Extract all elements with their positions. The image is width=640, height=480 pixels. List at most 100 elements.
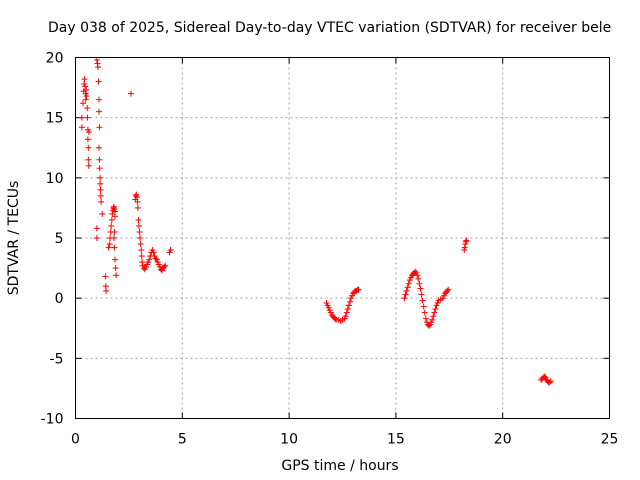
data-point	[541, 373, 548, 380]
y-tick-label: 20	[46, 51, 64, 67]
data-point	[135, 216, 142, 223]
data-point	[463, 237, 470, 244]
y-tick-label: 15	[46, 111, 64, 127]
data-point	[418, 291, 425, 298]
data-point	[84, 105, 91, 112]
data-point	[462, 238, 469, 245]
data-point	[108, 216, 115, 223]
data-point	[105, 244, 112, 251]
data-point	[138, 247, 145, 254]
data-point	[546, 379, 553, 386]
data-point	[416, 280, 423, 287]
y-tick-label: -5	[50, 351, 64, 367]
data-point	[146, 256, 153, 263]
data-point	[97, 180, 104, 187]
data-point	[150, 249, 157, 256]
data-point	[412, 268, 419, 275]
data-point	[97, 174, 104, 181]
data-point	[152, 255, 159, 262]
x-tick-label: 10	[280, 432, 298, 448]
data-point	[132, 192, 139, 199]
data-point	[417, 285, 424, 292]
data-point	[81, 76, 88, 83]
data-point	[113, 272, 120, 279]
data-point	[85, 156, 92, 163]
data-point	[128, 90, 135, 97]
grid	[75, 57, 610, 419]
data-point	[431, 309, 438, 316]
data-point	[461, 244, 468, 251]
data-point	[162, 262, 169, 269]
data-point	[138, 253, 145, 260]
data-point	[444, 287, 451, 294]
y-tick-label: 10	[46, 171, 64, 187]
data-point	[401, 295, 408, 302]
y-tick-label: -10	[41, 412, 64, 428]
data-point	[85, 162, 92, 169]
x-tick-label: 25	[601, 432, 619, 448]
data-point	[111, 228, 118, 235]
data-point	[445, 286, 452, 293]
y-tick-label: 5	[55, 231, 64, 247]
data-point	[547, 378, 554, 385]
data-point	[429, 316, 436, 323]
x-axis-label: GPS time / hours	[281, 458, 398, 474]
data-point	[344, 305, 351, 312]
x-tick-label: 15	[387, 432, 405, 448]
data-point	[99, 210, 106, 217]
tick-labels: 0 5 10 15 20 25 -10 -5 0 5 10 15 20	[41, 51, 619, 448]
data-point	[96, 165, 103, 172]
data-point	[85, 144, 92, 151]
data-point	[84, 114, 91, 121]
data-point	[135, 222, 142, 229]
data-point	[95, 108, 102, 115]
data-point	[404, 284, 411, 291]
y-axis-label: SDTVAR / TECUs	[6, 181, 22, 296]
data-point	[345, 302, 352, 309]
data-point	[96, 156, 103, 163]
data-point	[111, 244, 118, 251]
data-point	[85, 129, 92, 136]
data-point	[137, 241, 144, 248]
data-point	[167, 247, 174, 254]
chart-title: Day 038 of 2025, Sidereal Day-to-day VTE…	[48, 20, 611, 36]
data-point	[93, 225, 100, 232]
data-point	[134, 204, 141, 211]
x-tick-label: 5	[178, 432, 187, 448]
plot-frame	[75, 57, 610, 419]
data-point	[134, 198, 141, 205]
data-point	[110, 235, 117, 241]
data-point	[137, 235, 144, 241]
data-point	[98, 198, 105, 205]
data-point	[112, 265, 119, 272]
data-point	[414, 272, 421, 279]
data-point	[82, 96, 89, 103]
data-point	[343, 309, 350, 316]
data-point	[342, 313, 349, 320]
data-point	[161, 263, 168, 270]
data-point	[112, 213, 119, 220]
data-point	[415, 275, 422, 282]
data-point	[103, 287, 110, 294]
data-point	[93, 235, 100, 241]
data-point	[346, 298, 353, 305]
data-point	[139, 259, 146, 266]
data-point	[78, 124, 85, 131]
data-point	[82, 83, 89, 90]
data-point	[422, 315, 429, 322]
data-point	[97, 186, 104, 193]
data-point	[78, 114, 85, 121]
data-point	[355, 286, 362, 293]
data-point	[94, 64, 101, 71]
data-point	[420, 303, 427, 310]
data-point	[79, 100, 86, 107]
data-point	[136, 228, 143, 235]
data-points	[78, 56, 554, 386]
data-point	[95, 78, 102, 85]
data-point	[426, 322, 433, 329]
data-point	[95, 96, 102, 103]
data-point	[403, 287, 410, 294]
data-point	[419, 297, 426, 304]
